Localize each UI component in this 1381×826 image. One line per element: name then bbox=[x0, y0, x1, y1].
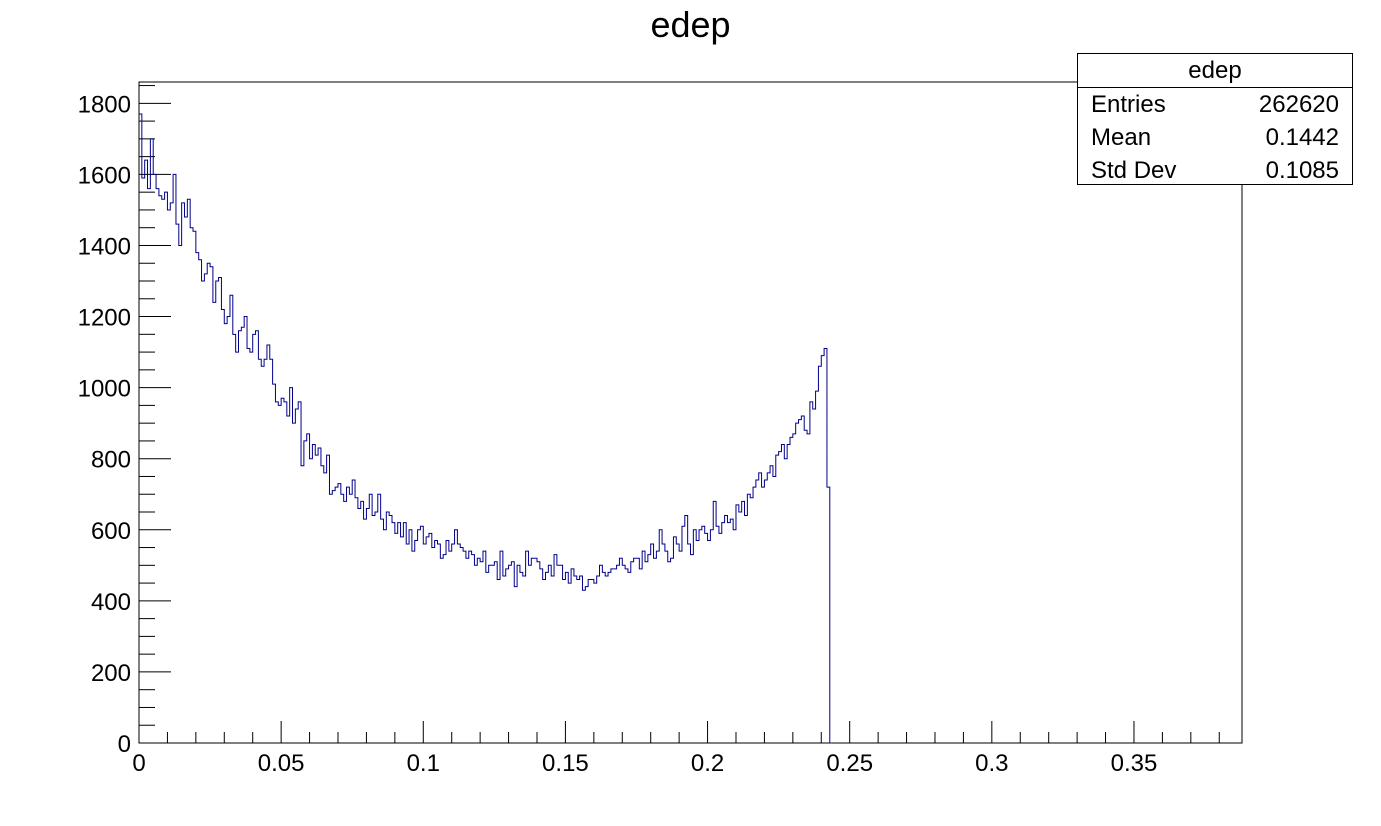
stats-row-entries: Entries 262620 bbox=[1078, 88, 1352, 121]
x-tick-label: 0 bbox=[132, 750, 145, 777]
stats-row-mean: Mean 0.1442 bbox=[1078, 121, 1352, 154]
y-tick-label: 1600 bbox=[78, 162, 131, 189]
y-tick-label: 400 bbox=[91, 589, 131, 616]
x-tick-label: 0.3 bbox=[975, 750, 1008, 777]
y-tick-label: 200 bbox=[91, 660, 131, 687]
mean-value: 0.1442 bbox=[1265, 124, 1339, 151]
y-tick-label: 600 bbox=[91, 518, 131, 545]
entries-value: 262620 bbox=[1258, 91, 1339, 118]
x-tick-label: 0.25 bbox=[826, 750, 873, 777]
y-tick-label: 0 bbox=[118, 731, 131, 758]
y-tick-label: 800 bbox=[91, 447, 131, 474]
plot-frame bbox=[138, 81, 1243, 744]
mean-label: Mean bbox=[1091, 124, 1152, 151]
y-tick-label: 1800 bbox=[78, 91, 131, 118]
y-axis: 0 200 400 600 800 1000 1200 1400 1600 1800 bbox=[78, 85, 171, 758]
chart-title: edep bbox=[650, 4, 731, 45]
entries-label: Entries bbox=[1091, 91, 1166, 118]
histogram-line bbox=[139, 113, 833, 744]
y-tick-label: 1200 bbox=[78, 305, 131, 332]
x-tick-label: 0.35 bbox=[1111, 750, 1158, 777]
stats-box-title: edep bbox=[1078, 54, 1352, 88]
y-tick-label: 1400 bbox=[78, 233, 131, 260]
x-tick-label: 0.15 bbox=[542, 750, 589, 777]
x-tick-label: 0.05 bbox=[258, 750, 305, 777]
stddev-value: 0.1085 bbox=[1265, 157, 1339, 184]
y-tick-label: 1000 bbox=[78, 376, 131, 403]
x-tick-label: 0.2 bbox=[691, 750, 724, 777]
stddev-label: Std Dev bbox=[1091, 157, 1177, 184]
stats-row-stddev: Std Dev 0.1085 bbox=[1078, 154, 1352, 187]
x-axis: 0 0.05 0.1 0.15 0.2 0.25 0.3 0.35 bbox=[132, 721, 1220, 777]
stats-box[interactable]: edep Entries 262620 Mean 0.1442 Std Dev … bbox=[1077, 53, 1353, 185]
x-tick-label: 0.1 bbox=[407, 750, 440, 777]
